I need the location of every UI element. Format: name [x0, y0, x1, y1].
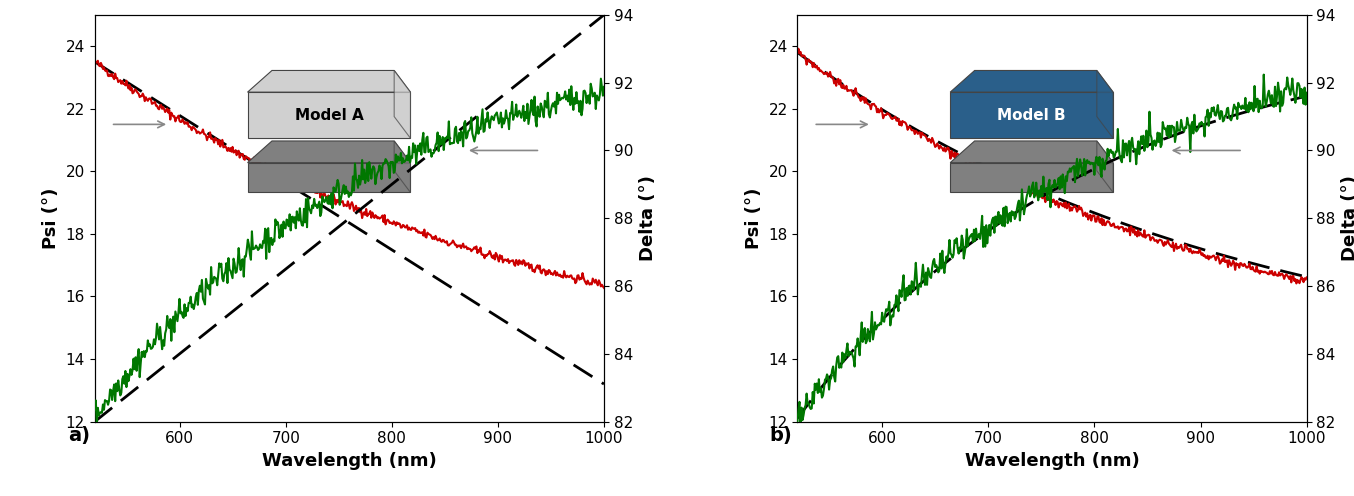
X-axis label: Wavelength (nm): Wavelength (nm): [261, 452, 437, 470]
Y-axis label: Delta (°): Delta (°): [639, 175, 657, 261]
Y-axis label: Delta (°): Delta (°): [1342, 175, 1354, 261]
Text: b): b): [769, 426, 792, 445]
Y-axis label: Psi (°): Psi (°): [745, 187, 762, 249]
Y-axis label: Psi (°): Psi (°): [42, 187, 60, 249]
Text: a): a): [68, 426, 89, 445]
X-axis label: Wavelength (nm): Wavelength (nm): [964, 452, 1140, 470]
